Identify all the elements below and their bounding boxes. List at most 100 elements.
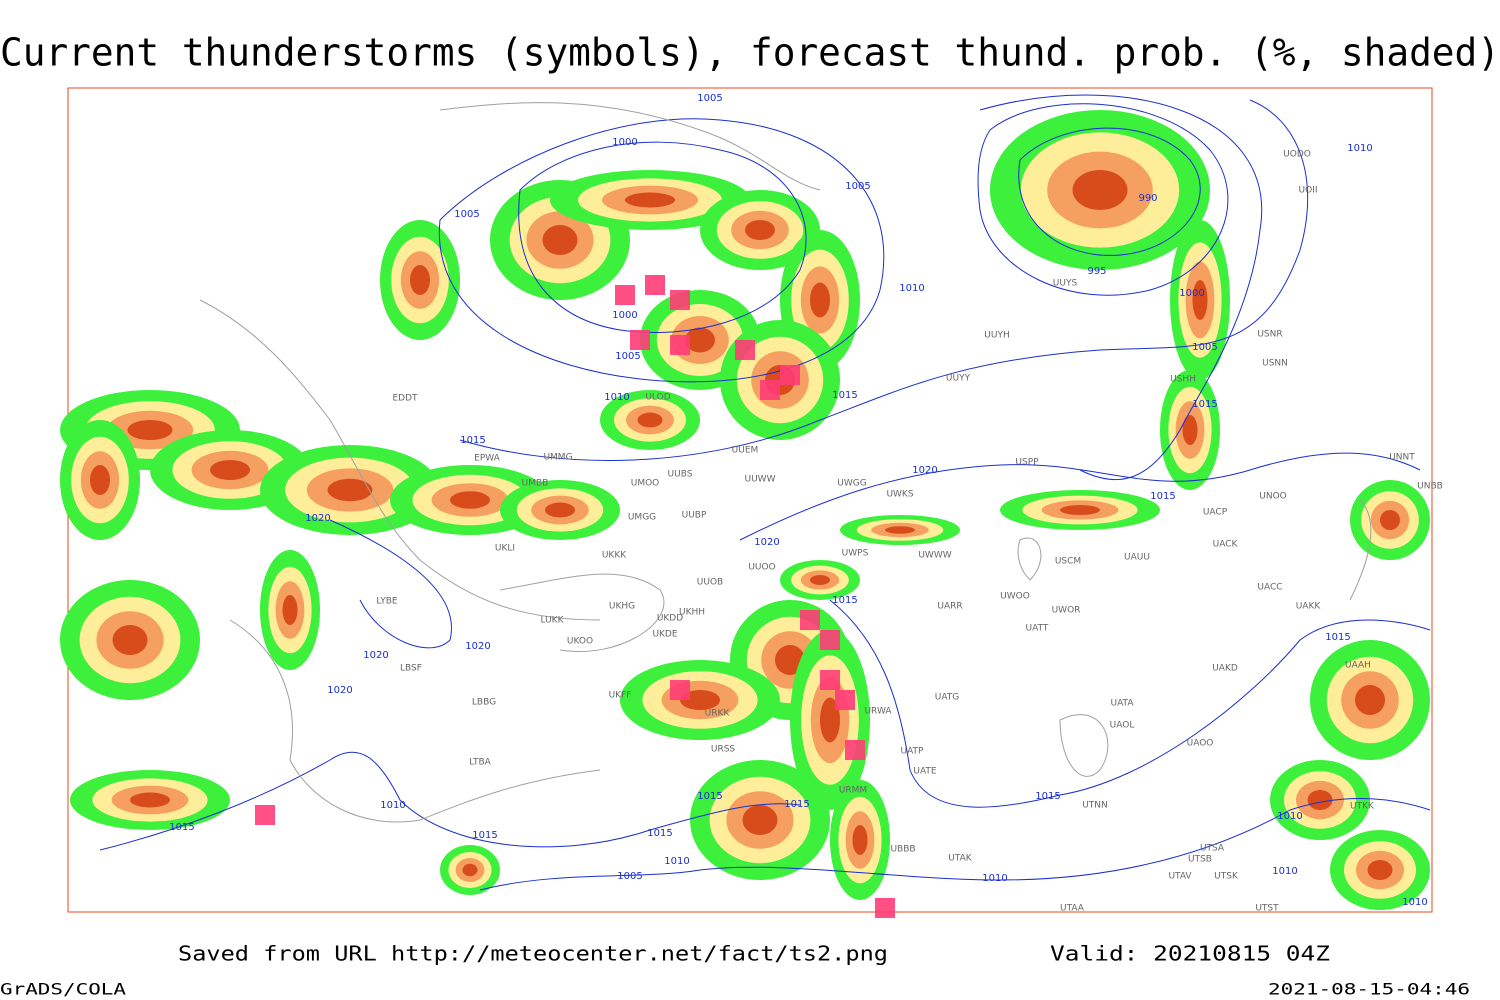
isobar-label: 1015 — [647, 828, 672, 839]
shade-blob — [327, 478, 373, 502]
shade-blob — [745, 220, 775, 240]
station-code: UMOO — [631, 479, 660, 489]
station-code: UUWW — [745, 475, 776, 485]
isobar-label: 1020 — [912, 465, 937, 476]
station-code: UTST — [1255, 904, 1279, 914]
shade-blob — [127, 420, 173, 440]
valid-time: Valid: 20210815 04Z — [1050, 942, 1330, 966]
shade-blob — [852, 825, 868, 855]
shade-blob — [1192, 280, 1208, 320]
shade-blob — [90, 465, 110, 495]
isobar-label: 1005 — [617, 871, 642, 882]
station-code: LYBE — [376, 597, 397, 607]
isobar-label: 1015 — [832, 595, 857, 606]
isobar-label: 1010 — [604, 392, 629, 403]
station-code: UTAA — [1060, 904, 1085, 914]
station-code: UWGG — [837, 479, 866, 489]
shade-blob — [1060, 505, 1100, 515]
station-code: UAOO — [1187, 739, 1214, 749]
station-code: UOII — [1299, 186, 1318, 196]
station-code: UNNT — [1389, 453, 1415, 463]
isobar-label: 1005 — [845, 181, 870, 192]
isobar-label: 1010 — [982, 873, 1007, 884]
isobar-label: 1000 — [1179, 288, 1204, 299]
storm-symbol — [835, 690, 855, 710]
shade-blob — [1355, 685, 1385, 715]
timestamp: 2021-08-15-04:46 — [1268, 980, 1470, 999]
isobar-label: 1020 — [465, 641, 490, 652]
isobar-label: 1010 — [664, 856, 689, 867]
isobar-label: 1015 — [1035, 791, 1060, 802]
isobar-label: 1015 — [1150, 491, 1175, 502]
coastlines — [199, 102, 1372, 823]
storm-symbol — [780, 365, 800, 385]
station-code: LBSF — [400, 664, 422, 674]
isobar-label: 990 — [1138, 193, 1157, 204]
station-code: UAKD — [1212, 664, 1238, 674]
shade-blob — [542, 225, 578, 255]
station-code: EDDT — [392, 394, 418, 404]
station-code: UUOO — [748, 563, 775, 573]
station-code: UUYS — [1053, 279, 1078, 289]
station-code: UATA — [1110, 699, 1134, 709]
isobar-label: 1015 — [784, 799, 809, 810]
station-code: UATE — [913, 767, 937, 777]
station-code: LBBG — [472, 698, 496, 708]
shade-blob — [410, 265, 430, 295]
station-code: UWPS — [842, 549, 869, 559]
station-code: UMGG — [628, 513, 656, 523]
station-code: UAKK — [1296, 602, 1322, 612]
station-code: UTNN — [1082, 801, 1108, 811]
station-code: UKHH — [679, 608, 705, 618]
shade-blob — [1182, 415, 1198, 445]
station-code: UWOO — [1000, 592, 1030, 602]
shade-blob — [885, 526, 915, 534]
isobar-label: 1020 — [754, 537, 779, 548]
storm-symbol — [820, 630, 840, 650]
storm-symbol — [800, 610, 820, 630]
storm-symbol — [615, 285, 635, 305]
station-code: URSS — [711, 745, 736, 755]
shade-blob — [462, 863, 478, 877]
station-code: UKLI — [495, 544, 515, 554]
station-code: UMBB — [522, 479, 549, 489]
station-code: USPP — [1015, 458, 1039, 468]
isobar-label: 1010 — [1272, 866, 1297, 877]
station-code: USNR — [1257, 330, 1282, 340]
storm-symbol — [645, 275, 665, 295]
storm-symbol — [670, 335, 690, 355]
shade-blob — [282, 595, 298, 625]
shade-blob — [545, 502, 575, 518]
shade-blob — [130, 792, 170, 808]
shade-blob — [810, 282, 830, 318]
storm-symbol — [255, 805, 275, 825]
shade-blob — [112, 625, 148, 655]
isobar-label: 1015 — [1325, 632, 1350, 643]
isobar-label: 1015 — [460, 435, 485, 446]
isobar-label: 1015 — [1192, 399, 1217, 410]
station-code: UUYH — [984, 331, 1009, 341]
isobar-label: 1015 — [472, 830, 497, 841]
station-code: UATG — [935, 693, 960, 703]
station-code: LTBA — [469, 758, 491, 768]
isobar-label: 1015 — [697, 791, 722, 802]
station-code: UATT — [1026, 624, 1049, 634]
isobar-label: 1015 — [832, 390, 857, 401]
station-code: UNBB — [1417, 482, 1443, 492]
map-title: Current thunderstorms (symbols), forecas… — [0, 31, 1500, 75]
station-code: UACP — [1203, 508, 1228, 518]
station-code: USNN — [1262, 359, 1288, 369]
source-url: Saved from URL http://meteocenter.net/fa… — [178, 942, 888, 966]
station-code: USHH — [1170, 375, 1196, 385]
software-credit: GrADS/COLA — [0, 980, 126, 999]
station-code: ULOD — [645, 393, 670, 403]
storm-symbols — [255, 275, 895, 918]
station-code: UATP — [901, 747, 925, 757]
isobar-label: 1005 — [454, 209, 479, 220]
station-code: UUEM — [732, 446, 759, 456]
isobars — [99, 94, 1431, 891]
probability-shading — [60, 110, 1430, 910]
station-code: EPWA — [474, 454, 501, 464]
station-code: UTSK — [1214, 872, 1239, 882]
station-code: UUOB — [697, 578, 723, 588]
